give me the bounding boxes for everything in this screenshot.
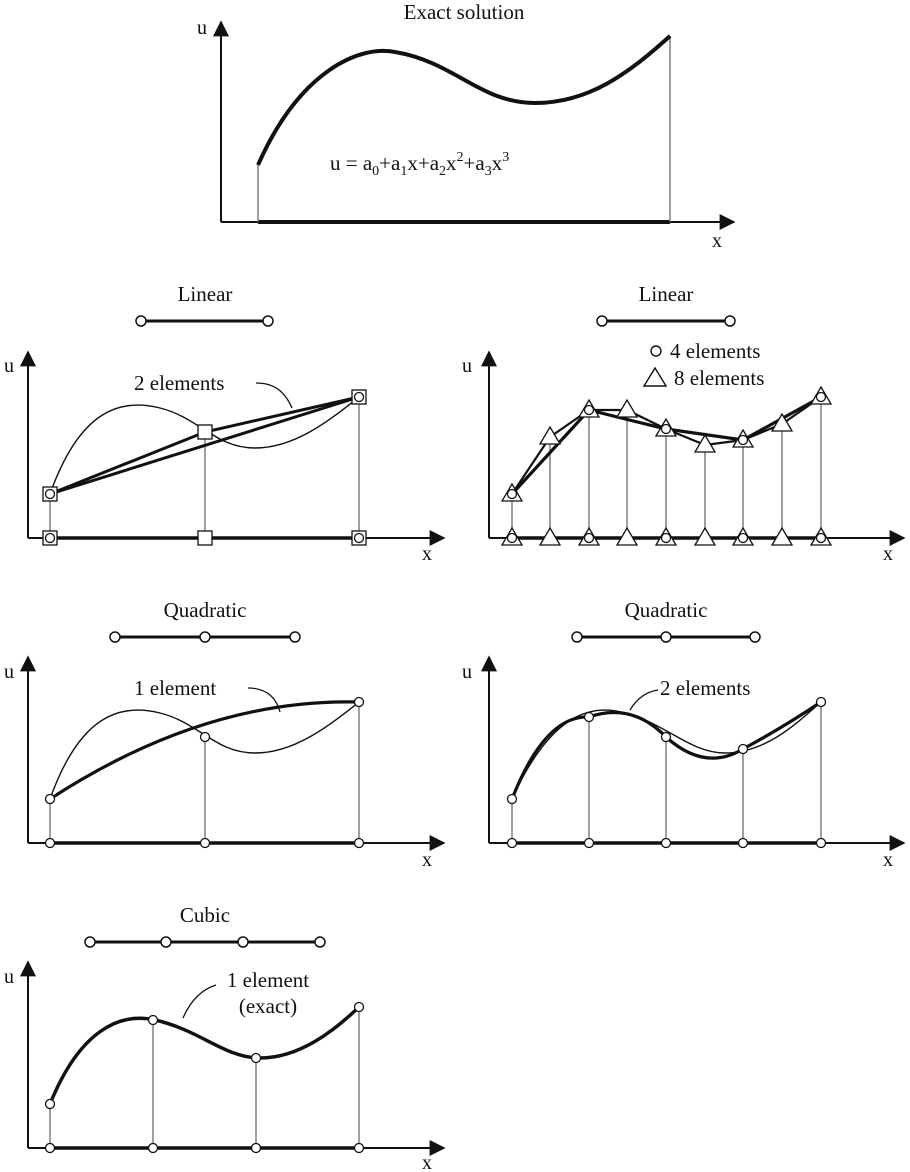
exact-curve (256, 34, 672, 166)
element-sketch-node (314, 936, 326, 948)
x-axis-label: x (422, 1152, 432, 1172)
one-element-line (49, 395, 360, 496)
annotation-leader (255, 382, 293, 409)
exact-solution-title: Exact solution (404, 0, 525, 24)
legend-triangle-icon (642, 366, 668, 387)
node-lines (49, 1007, 360, 1148)
element-sketch-node (135, 315, 147, 327)
node-lines (511, 397, 822, 538)
element-sketch-node (289, 631, 301, 643)
u-axis-label: u (4, 661, 14, 683)
node-marker (42, 486, 58, 502)
cubic-exact-curve (48, 1005, 361, 1105)
legend-4-elements: 4 elements (670, 339, 760, 363)
u-axis-label: u (4, 355, 14, 377)
legend-8-elements: 8 elements (674, 366, 764, 390)
element-sketch-node (724, 315, 736, 327)
element-sketch-node (660, 631, 672, 643)
circle-markers (506, 391, 827, 544)
node-marker (42, 530, 58, 546)
x-axis-label: x (422, 543, 432, 565)
x-axis-label: x (883, 849, 893, 871)
element-sketch-node (237, 936, 249, 948)
element-sketch-node (596, 315, 608, 327)
node-marker (351, 530, 367, 546)
cubic-title: Cubic (180, 903, 230, 927)
element-sketch-node (84, 936, 96, 948)
linear-left-title: Linear (178, 282, 233, 306)
cubic-1-element-panel: Cubic u x 1 element (exact) (4, 903, 446, 1172)
node-markers (506, 696, 827, 849)
element-sketch-node (109, 631, 121, 643)
annotation-leader (247, 687, 281, 713)
element-sketch-node (160, 936, 172, 948)
annotation-leader (629, 689, 659, 711)
u-axis-label: u (4, 966, 14, 988)
annotation-leader (182, 984, 217, 1019)
u-axis-label: u (462, 355, 472, 377)
u-axis-label: u (197, 17, 207, 39)
linear-right-title: Linear (639, 282, 694, 306)
u-axis-label: u (462, 661, 472, 683)
annotation-1-element: 1 element (227, 968, 309, 992)
linear-2-elements-panel: Linear u x 2 elements (4, 282, 446, 565)
exact-equation: u = a0+a1x+a2x2+a3x3 (330, 150, 509, 179)
quadratic-2-elements-panel: Quadratic u x (462, 598, 906, 871)
quadratic-right-title: Quadratic (625, 598, 708, 622)
element-sketch-node (749, 631, 761, 643)
x-axis-label: x (712, 230, 722, 252)
node-marker (351, 389, 367, 405)
linear-4-8-elements-panel: Linear 4 elements 8 elements u x (462, 282, 906, 565)
exact-solution-panel: Exact solution u x u = a0+a1x+a2x2+a3x3 (197, 0, 736, 252)
node-marker (197, 424, 213, 440)
quadratic-left-title: Quadratic (164, 598, 247, 622)
x-axis-label: x (422, 849, 432, 871)
quadratic-approx-curve (49, 700, 360, 801)
element-sketch-node (571, 631, 583, 643)
node-markers (44, 1001, 365, 1154)
annotation-1-element: 1 element (134, 676, 216, 700)
legend-circle-icon (650, 345, 662, 357)
quadratic-1-element-panel: Quadratic u x 1 element (4, 598, 446, 871)
node-marker (197, 530, 213, 546)
element-sketch-node (262, 315, 274, 327)
node-lines (511, 702, 822, 843)
annotation-2-elements: 2 elements (660, 676, 750, 700)
x-axis-label: x (883, 543, 893, 565)
exact-curve-thin (49, 701, 360, 800)
element-sketch-node (199, 631, 211, 643)
node-markers (44, 696, 365, 849)
annotation-exact: (exact) (239, 994, 297, 1018)
annotation-2-elements: 2 elements (134, 371, 224, 395)
